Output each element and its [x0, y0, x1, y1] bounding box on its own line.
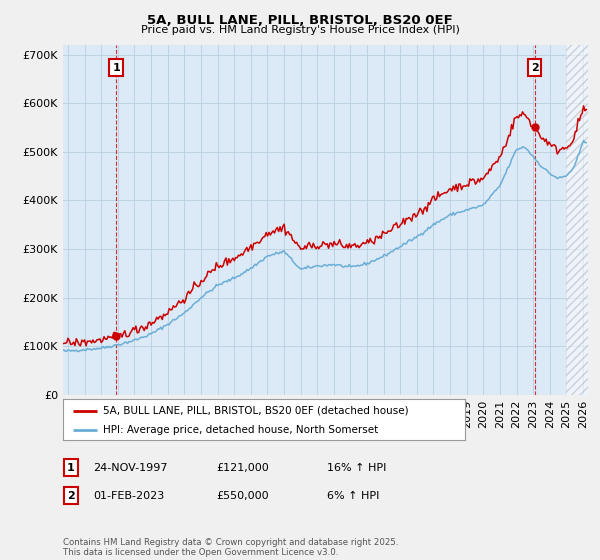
Text: £550,000: £550,000	[216, 491, 269, 501]
Text: 6% ↑ HPI: 6% ↑ HPI	[327, 491, 379, 501]
Text: Price paid vs. HM Land Registry's House Price Index (HPI): Price paid vs. HM Land Registry's House …	[140, 25, 460, 35]
Text: Contains HM Land Registry data © Crown copyright and database right 2025.
This d: Contains HM Land Registry data © Crown c…	[63, 538, 398, 557]
Text: 01-FEB-2023: 01-FEB-2023	[93, 491, 164, 501]
Text: £121,000: £121,000	[216, 463, 269, 473]
Text: 1: 1	[112, 63, 120, 73]
Text: HPI: Average price, detached house, North Somerset: HPI: Average price, detached house, Nort…	[103, 424, 379, 435]
Text: 5A, BULL LANE, PILL, BRISTOL, BS20 0EF: 5A, BULL LANE, PILL, BRISTOL, BS20 0EF	[147, 14, 453, 27]
Text: 2: 2	[530, 63, 538, 73]
Text: 2: 2	[67, 491, 74, 501]
Text: 16% ↑ HPI: 16% ↑ HPI	[327, 463, 386, 473]
Text: 24-NOV-1997: 24-NOV-1997	[93, 463, 167, 473]
Text: 5A, BULL LANE, PILL, BRISTOL, BS20 0EF (detached house): 5A, BULL LANE, PILL, BRISTOL, BS20 0EF (…	[103, 405, 409, 416]
Text: 1: 1	[67, 463, 74, 473]
